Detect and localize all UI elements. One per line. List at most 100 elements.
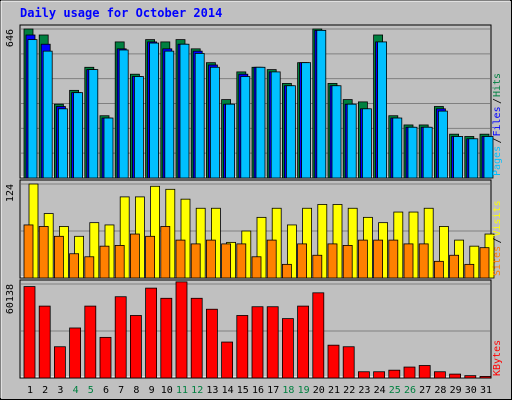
bar-kbytes-day-26 [403, 366, 416, 379]
x-tick-label-day-31: 31 [480, 385, 492, 396]
bar-sites-day-8 [129, 233, 140, 279]
bar-kbytes-day-13 [205, 308, 218, 379]
bar-kbytes-day-11 [175, 281, 188, 379]
x-tick-label-day-1: 1 [27, 385, 33, 396]
bar-visits-day-9 [150, 185, 161, 279]
bar-sites-day-20 [312, 254, 323, 279]
bar-sites-day-26 [403, 243, 414, 279]
bar-pages-day-29 [453, 136, 464, 179]
x-tick-label-day-2: 2 [42, 385, 48, 396]
bar-kbytes-day-8 [129, 315, 142, 379]
x-tick-label-day-9: 9 [149, 385, 155, 396]
bar-visits-day-19 [302, 207, 313, 279]
bar-kbytes-day-30 [464, 375, 477, 379]
bar-pages-day-18 [285, 85, 296, 179]
legend-separator: / [492, 137, 503, 143]
bar-pages-day-19 [301, 62, 312, 179]
bar-kbytes-day-9 [145, 287, 158, 379]
legend-kbytes: KBytes [492, 340, 503, 376]
legend-hits: Hits [492, 73, 503, 97]
bar-sites-day-9 [145, 235, 156, 279]
bar-kbytes-day-28 [433, 371, 446, 379]
bar-pages-day-8 [133, 76, 144, 179]
x-tick-label-day-5: 5 [88, 385, 94, 396]
bar-sites-day-5 [84, 256, 95, 279]
x-tick-label-day-6: 6 [103, 385, 109, 396]
bar-sites-day-17 [266, 239, 277, 279]
bar-pages-day-21 [331, 85, 342, 179]
x-tick-label-day-14: 14 [222, 385, 234, 396]
x-tick-label-day-13: 13 [206, 385, 218, 396]
bar-pages-day-6 [103, 117, 114, 179]
x-tick-label-day-7: 7 [118, 385, 124, 396]
bar-pages-day-15 [240, 76, 251, 179]
bar-pages-day-20 [316, 29, 327, 179]
bar-pages-day-14 [225, 103, 236, 179]
bar-sites-day-12 [190, 243, 201, 279]
x-tick-label-day-23: 23 [358, 385, 370, 396]
bar-kbytes-day-1 [23, 286, 36, 379]
bar-sites-day-11 [175, 239, 186, 279]
bar-visits-day-11 [180, 198, 191, 279]
bar-pages-day-4 [73, 92, 83, 179]
x-tick-label-day-15: 15 [237, 385, 249, 396]
bar-sites-day-29 [449, 254, 460, 279]
bar-sites-day-28 [433, 260, 444, 279]
bar-visits-day-27 [423, 207, 434, 279]
x-tick-label-day-24: 24 [374, 385, 386, 396]
bar-pages-day-31 [483, 136, 494, 179]
bar-kbytes-day-12 [190, 297, 203, 379]
bar-pages-day-22 [346, 103, 357, 179]
bar-kbytes-day-2 [38, 305, 51, 379]
bar-sites-day-21 [327, 243, 338, 279]
bar-kbytes-day-25 [388, 369, 401, 379]
bar-sites-day-22 [342, 245, 353, 279]
bar-pages-day-17 [270, 71, 281, 179]
bar-pages-day-27 [422, 126, 433, 179]
bar-visits-day-28 [438, 226, 449, 279]
bar-sites-day-30 [464, 263, 475, 279]
bar-visits-day-16 [256, 216, 267, 279]
x-tick-label-day-25: 25 [389, 385, 401, 396]
x-tick-label-day-12: 12 [191, 385, 203, 396]
bar-pages-day-11 [179, 43, 190, 179]
bar-visits-day-18 [286, 224, 297, 279]
bar-visits-day-21 [332, 204, 343, 279]
legend-separator: / [492, 237, 503, 243]
bar-sites-day-23 [357, 239, 368, 279]
bar-kbytes-day-10 [160, 297, 173, 379]
bar-kbytes-day-3 [54, 346, 66, 379]
bar-pages-day-24 [377, 41, 388, 179]
bar-sites-day-13 [205, 239, 216, 279]
bar-kbytes-day-27 [418, 365, 431, 379]
bar-kbytes-day-16 [251, 306, 264, 379]
bar-sites-day-1 [23, 224, 34, 279]
bar-visits-day-20 [317, 204, 328, 279]
bar-kbytes-day-18 [281, 318, 294, 379]
bar-kbytes-day-4 [69, 327, 81, 379]
bar-kbytes-day-19 [297, 305, 310, 379]
bar-pages-day-3 [58, 108, 68, 179]
legend-sites: Sites [492, 246, 503, 276]
bar-sites-day-31 [479, 247, 490, 279]
bar-visits-day-5 [89, 222, 100, 279]
legend-files: Files [492, 106, 503, 136]
bar-kbytes-day-14 [221, 341, 234, 379]
x-tick-label-day-20: 20 [313, 385, 325, 396]
x-tick-label-day-28: 28 [434, 385, 446, 396]
x-tick-label-day-4: 4 [73, 385, 79, 396]
bar-pages-day-23 [361, 108, 372, 179]
bar-sites-day-3 [54, 235, 64, 279]
x-tick-label-day-27: 27 [419, 385, 431, 396]
bar-pages-day-26 [407, 126, 418, 179]
legend-visits: Visits [492, 200, 503, 236]
x-tick-label-day-29: 29 [450, 385, 462, 396]
bar-kbytes-day-7 [114, 296, 127, 379]
bar-pages-day-13 [209, 66, 220, 179]
x-tick-label-day-18: 18 [282, 385, 294, 396]
bar-sites-day-14 [221, 243, 232, 279]
legend-pages: Pages [492, 146, 503, 176]
bar-sites-day-27 [418, 243, 429, 279]
bar-pages-day-25 [392, 117, 403, 179]
